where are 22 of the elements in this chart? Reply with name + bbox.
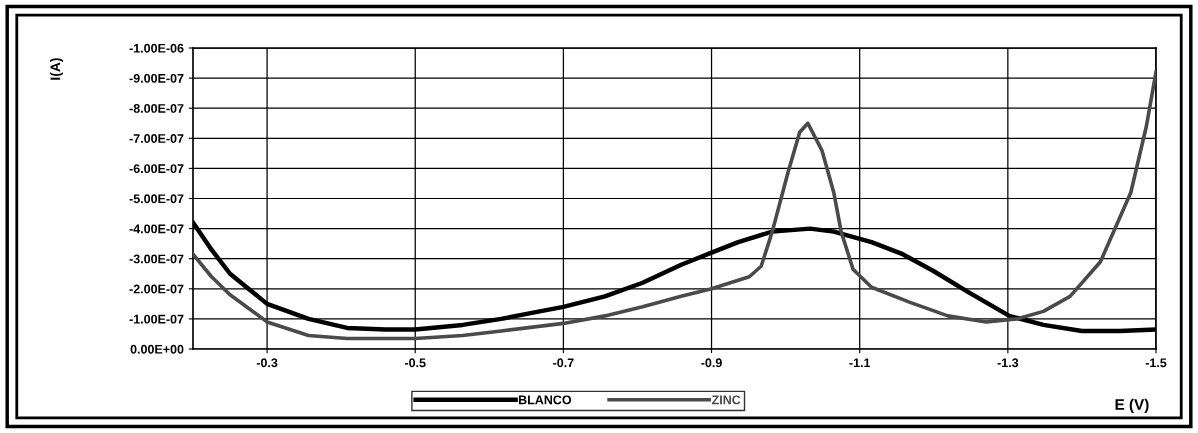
y-tick-label: -7.00E-07 xyxy=(129,134,184,143)
y-tick-label: -5.00E-07 xyxy=(129,194,184,204)
x-tick-label: -1.3 xyxy=(997,358,1019,368)
x-tick-label: -0.5 xyxy=(404,358,426,368)
x-tick-label: -0.3 xyxy=(256,358,278,368)
y-tick-label: -8.00E-07 xyxy=(129,104,184,113)
x-tick-label: -1.5 xyxy=(1145,358,1167,368)
y-tick-label: -9.00E-07 xyxy=(129,73,184,83)
y-tick-label: -4.00E-07 xyxy=(129,224,184,234)
y-tick-label: -1.00E-06 xyxy=(129,43,184,53)
text: BLANCO xyxy=(518,395,572,405)
y-tick-label: -3.00E-07 xyxy=(129,254,184,264)
y-tick-label: -6.00E-07 xyxy=(129,164,184,174)
x-tick-label: -1.1 xyxy=(849,358,871,368)
x-axis-title: E (V) xyxy=(1115,398,1149,413)
y-tick-label: 0.00E+00 xyxy=(130,344,184,354)
x-tick-label: -0.9 xyxy=(701,358,722,368)
y-tick-label: -2.00E-07 xyxy=(129,284,184,294)
y-axis-title: I(A) xyxy=(50,58,63,80)
x-tick-label: -0.7 xyxy=(553,358,574,368)
text: ZINC xyxy=(711,395,741,405)
y-tick-label: -1.00E-07 xyxy=(129,314,184,324)
